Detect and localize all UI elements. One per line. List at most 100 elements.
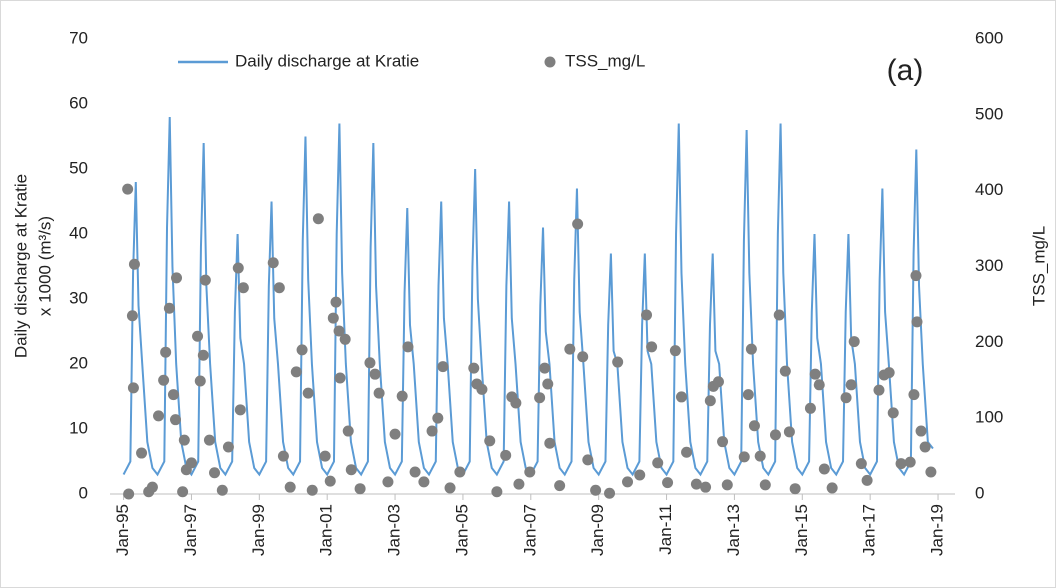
annotation: (a) [887, 54, 924, 87]
tss-point [319, 450, 331, 462]
tss-point [510, 397, 522, 409]
tss-point [330, 296, 342, 308]
tss-point [216, 484, 228, 496]
tss-point [681, 446, 693, 458]
tss-point [652, 457, 664, 469]
y2-tick-label: 400 [975, 180, 1003, 199]
tss-point [911, 316, 923, 328]
tss-point [572, 218, 584, 230]
tss-point [500, 449, 512, 461]
tss-point [634, 469, 646, 481]
tss-point [409, 466, 421, 478]
tss-point [524, 466, 536, 478]
tss-point [577, 351, 589, 363]
tss-point [840, 392, 852, 404]
x-tick-label: Jan-19 [928, 504, 947, 556]
tss-point [539, 362, 551, 374]
tss-point [887, 407, 899, 419]
tss-point [418, 476, 430, 488]
tss-point [364, 357, 376, 369]
tss-point [128, 258, 140, 270]
tss-point [222, 441, 234, 453]
y-tick-label: 40 [69, 223, 88, 242]
tss-point [675, 391, 687, 403]
tss-point [818, 463, 830, 475]
tss-point [334, 372, 346, 384]
tss-point [185, 457, 197, 469]
tss-point [454, 466, 466, 478]
tss-point [542, 378, 554, 390]
tss-point [754, 450, 766, 462]
tss-point [232, 262, 244, 274]
tss-point [396, 390, 408, 402]
tss-point [122, 183, 134, 195]
tss-point [919, 441, 931, 453]
y2-tick-label: 100 [975, 408, 1003, 427]
tss-point [123, 488, 135, 500]
tss-point [284, 481, 296, 493]
tss-point [779, 365, 791, 377]
tss-point [582, 454, 594, 466]
tss-point [432, 412, 444, 424]
y-tick-label: 30 [69, 288, 88, 307]
y2-tick-label: 200 [975, 332, 1003, 351]
x-tick-label: Jan-01 [317, 504, 336, 556]
y2-tick-label: 500 [975, 104, 1003, 123]
tss-point [690, 478, 702, 490]
tss-point [382, 476, 394, 488]
legend-label: TSS_mg/L [565, 51, 645, 70]
tss-point [369, 368, 381, 380]
tss-point [169, 414, 181, 426]
tss-point [199, 274, 211, 286]
tss-point [389, 428, 401, 440]
tss-point [813, 379, 825, 391]
tss-point [704, 395, 716, 407]
tss-point [622, 476, 634, 488]
y-tick-label: 50 [69, 158, 88, 177]
tss-point [669, 345, 681, 357]
tss-point [194, 375, 206, 387]
x-tick-label: Jan-03 [385, 504, 404, 556]
tss-point [809, 368, 821, 380]
tss-point [717, 436, 729, 448]
tss-point [290, 366, 302, 378]
y-tick-label: 0 [79, 483, 88, 502]
y2-tick-label: 0 [975, 483, 984, 502]
tss-point [873, 384, 885, 396]
y2-axis-label: TSS_mg/L [1029, 226, 1048, 306]
tss-point [742, 389, 754, 401]
tss-point [237, 282, 249, 294]
x-tick-label: Jan-97 [181, 504, 200, 556]
tss-point [855, 458, 867, 470]
y-axis-label: Daily discharge at Kratie [11, 174, 30, 358]
tss-point [171, 272, 183, 284]
tss-point [554, 480, 566, 492]
tss-point [484, 435, 496, 447]
tss-point [789, 483, 801, 495]
x-tick-label: Jan-11 [656, 504, 675, 555]
tss-point [136, 447, 148, 459]
tss-point [203, 434, 215, 446]
tss-point [845, 379, 857, 391]
x-tick-label: Jan-13 [724, 504, 743, 556]
tss-point [127, 382, 139, 394]
tss-point [646, 341, 658, 353]
tss-point [444, 482, 456, 494]
tss-point [402, 341, 414, 353]
y2-tick-label: 600 [975, 28, 1003, 47]
tss-point [327, 312, 339, 324]
x-tick-label: Jan-09 [588, 504, 607, 556]
y-tick-label: 60 [69, 93, 88, 112]
tss-point [712, 376, 724, 388]
tss-point [437, 361, 449, 373]
tss-point [167, 389, 179, 401]
tss-point [158, 374, 170, 386]
x-tick-label: Jan-95 [113, 504, 132, 556]
tss-point [234, 404, 246, 416]
tss-point [783, 426, 795, 438]
tss-point [590, 484, 602, 496]
tss-point [908, 389, 920, 401]
tss-point [153, 410, 165, 422]
x-tick-label: Jan-05 [452, 504, 471, 556]
